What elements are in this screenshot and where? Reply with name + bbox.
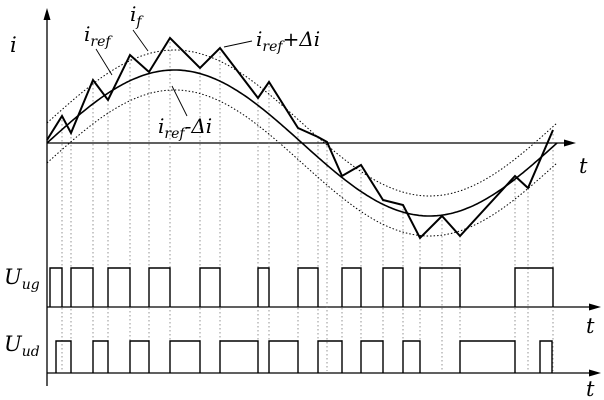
actual-current-group [46, 36, 554, 240]
actual-current-waveform [46, 36, 554, 240]
ug-pulse-9 [382, 267, 404, 307]
i-axis-label: i [10, 33, 17, 57]
t-axis-label-1: t [579, 154, 588, 178]
i-axis-arrow [43, 8, 51, 20]
t-axis-arrow-3 [589, 369, 601, 377]
i-ref-label: iref [84, 22, 113, 50]
ug-pulse-4 [148, 267, 171, 307]
ug-pulse-2 [70, 267, 94, 307]
ud-pulse-11 [539, 340, 553, 373]
ud-pulse-3 [129, 340, 150, 373]
upper-band-label: iref+Δi [256, 27, 320, 55]
reference-curve-group [46, 69, 558, 217]
t-axis-arrow-2 [589, 303, 601, 311]
ug-pulse-11 [514, 267, 554, 307]
t-axis-arrow-1 [564, 139, 576, 147]
ud-pulse-2 [92, 340, 109, 373]
hysteresis-band-curves [46, 49, 558, 237]
u-ud-label: Uud [4, 332, 40, 360]
upper-band-pointer-line [223, 40, 253, 48]
switching-droplines [61, 38, 554, 371]
upper-band-curve [46, 49, 558, 197]
lower-band-pointer-line [171, 85, 188, 117]
ud-pulse-4 [169, 340, 201, 373]
axes [43, 8, 601, 386]
ud-pulse-train [55, 340, 553, 373]
ud-pulse-5 [219, 340, 259, 373]
label-pointers [95, 29, 253, 117]
iref-pointer-line [95, 48, 113, 76]
ud-pulse-8 [360, 340, 384, 373]
ug-pulse-8 [341, 267, 362, 307]
ug-pulse-3 [107, 267, 131, 307]
u-ug-label: Uug [4, 265, 40, 293]
ug-pulse-7 [297, 267, 319, 307]
reference-current-curve [46, 69, 558, 217]
ug-pulse-5 [199, 267, 221, 307]
t-axis-label-3: t [586, 377, 595, 400]
i-f-label: if [130, 2, 144, 30]
ug-pulse-1 [49, 267, 63, 307]
lower-band-label: iref-Δi [158, 114, 212, 142]
ud-pulse-7 [317, 340, 343, 373]
ug-pulse-6 [257, 267, 270, 307]
if-pointer-line [132, 29, 149, 52]
ud-pulse-10 [459, 340, 516, 373]
lower-band-curve [46, 89, 558, 237]
ud-pulse-1 [55, 340, 72, 373]
ug-pulse-train [49, 267, 554, 307]
ug-pulse-10 [419, 267, 461, 307]
ud-pulse-9 [402, 340, 421, 373]
ud-pulse-6 [268, 340, 299, 373]
t-axis-label-2: t [586, 314, 595, 338]
